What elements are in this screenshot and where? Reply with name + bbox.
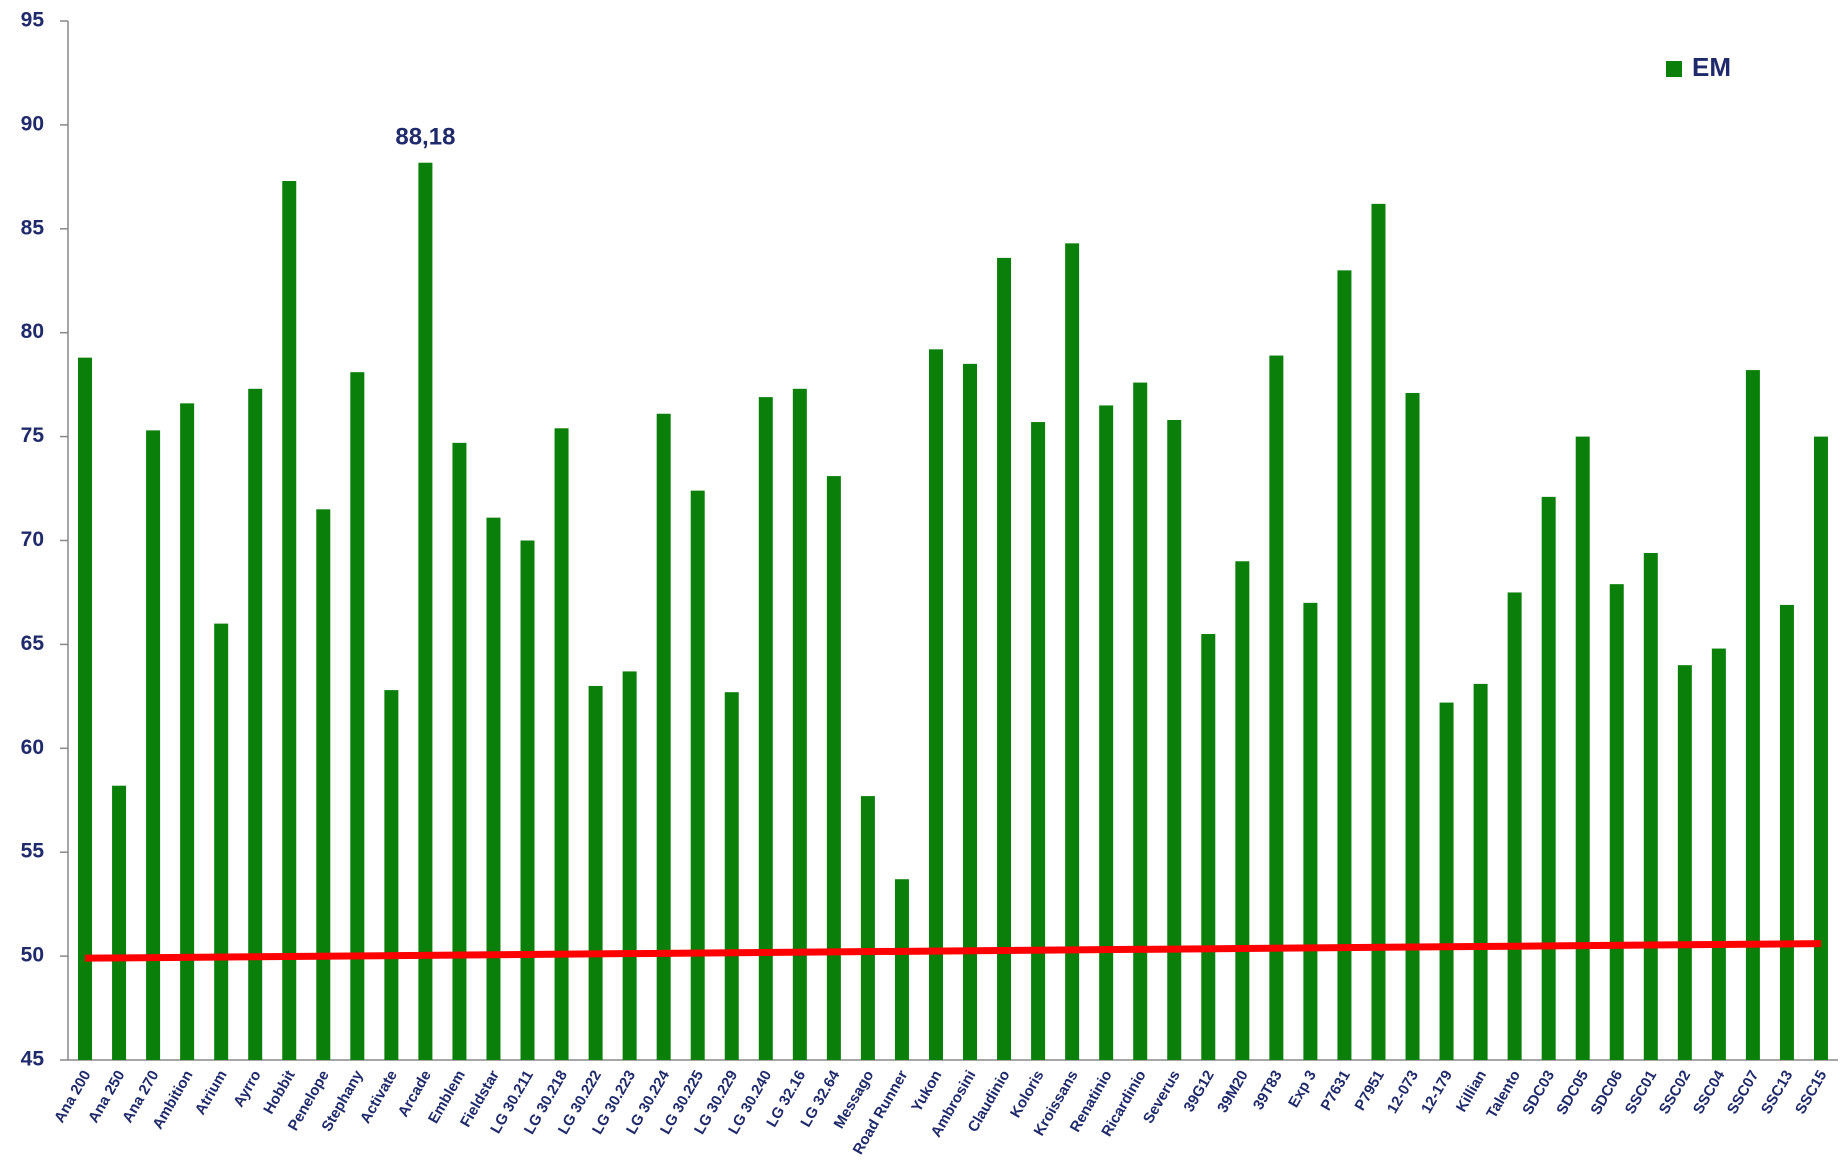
x-tick-label: SSC07: [1724, 1068, 1762, 1118]
bar: [418, 162, 433, 1060]
x-tick-label: Exp 3: [1285, 1068, 1320, 1111]
bar: [520, 540, 535, 1060]
y-tick-label: 60: [21, 736, 44, 759]
y-tick-label: 70: [21, 528, 44, 551]
bar: [826, 476, 841, 1060]
bar: [1779, 604, 1794, 1060]
y-tick-label: 85: [21, 216, 45, 239]
bar: [1507, 592, 1522, 1060]
bar: [282, 181, 297, 1061]
x-tick-label: SSC04: [1690, 1067, 1729, 1117]
bar: [1303, 602, 1318, 1060]
bar: [1065, 243, 1080, 1060]
bar: [316, 509, 331, 1061]
bar: [758, 397, 773, 1060]
x-tick-label: 39G12: [1181, 1068, 1218, 1116]
bar: [1439, 702, 1454, 1060]
x-tick-label: SSC02: [1656, 1068, 1694, 1118]
x-tick-label: Killian: [1453, 1068, 1490, 1115]
bar: [1711, 648, 1726, 1060]
bar: [860, 796, 875, 1060]
x-tick-label: 39M20: [1214, 1068, 1252, 1116]
bar: [656, 413, 671, 1060]
x-tick-label: SSC13: [1758, 1068, 1796, 1118]
bar: [1643, 552, 1658, 1060]
bar: [350, 372, 365, 1060]
x-tick-label: SSC01: [1622, 1068, 1660, 1118]
bar: [554, 428, 569, 1061]
x-tick-label: Atrium: [192, 1068, 231, 1118]
bar: [1609, 584, 1624, 1060]
bar: [997, 257, 1012, 1061]
bar: [180, 403, 195, 1060]
x-tick-label: Yukon: [908, 1068, 945, 1115]
bar: [384, 690, 399, 1060]
y-tick-label: 90: [21, 112, 44, 135]
bar: [1473, 683, 1488, 1060]
bar: [214, 623, 229, 1060]
bar: [1235, 561, 1250, 1060]
bar: [963, 363, 978, 1060]
bar: [1167, 419, 1182, 1060]
bar: [1813, 436, 1828, 1061]
y-tick-label: 80: [21, 320, 44, 343]
bar: [724, 692, 739, 1060]
legend-swatch: [1666, 61, 1682, 77]
bar: [690, 490, 705, 1060]
bar: [1405, 392, 1420, 1060]
x-tick-label: SSC15: [1792, 1068, 1830, 1118]
x-tick-label: Ayrro: [230, 1068, 264, 1111]
bar: [588, 685, 603, 1060]
trend-line: [84, 940, 1822, 962]
y-tick-label: 65: [21, 632, 45, 655]
bar: [452, 442, 467, 1061]
bar: [1133, 382, 1148, 1060]
bar: [146, 430, 161, 1061]
bar: [622, 671, 637, 1060]
y-tick-label: 50: [21, 944, 44, 967]
x-tick-label: Talento: [1483, 1068, 1524, 1122]
bar: [1541, 496, 1556, 1060]
bar: [112, 785, 127, 1060]
bar: [1677, 665, 1692, 1060]
y-tick-label: 95: [21, 9, 45, 32]
y-tick-label: 75: [21, 424, 45, 447]
data-label: 88,18: [395, 124, 455, 151]
bar: [1337, 270, 1352, 1060]
x-tick-label: SDC05: [1553, 1068, 1592, 1118]
x-tick-label: P7631: [1317, 1068, 1353, 1114]
bar: [1099, 405, 1114, 1060]
x-tick-label: 12-073: [1384, 1068, 1422, 1117]
bar: [928, 349, 943, 1061]
x-tick-label: 12-179: [1418, 1068, 1456, 1117]
bar: [248, 388, 263, 1060]
y-tick-label: 45: [21, 1048, 45, 1071]
x-tick-label: P7951: [1352, 1068, 1388, 1114]
bar: [78, 357, 93, 1060]
x-tick-label: SDC03: [1519, 1068, 1558, 1118]
bar: [1371, 203, 1386, 1060]
bar: [486, 517, 501, 1060]
x-tick-label: SDC06: [1587, 1068, 1626, 1118]
bar: [894, 879, 909, 1060]
y-tick-label: 55: [21, 840, 45, 863]
x-tick-label: 39T83: [1250, 1068, 1286, 1113]
bar: [792, 388, 807, 1060]
bar: [1201, 634, 1216, 1060]
bar: [1745, 370, 1760, 1060]
legend-label: EM: [1692, 52, 1731, 82]
bar: [1269, 355, 1284, 1061]
bar: [1575, 436, 1590, 1061]
bar: [1031, 422, 1046, 1061]
